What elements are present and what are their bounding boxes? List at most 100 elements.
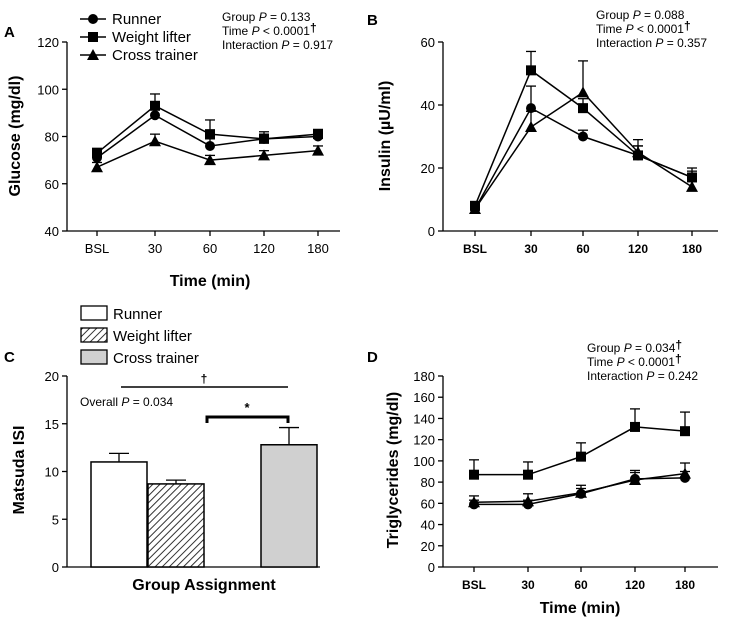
- point-cross-trainer: [686, 180, 698, 192]
- y-tick-label: 0: [428, 560, 435, 575]
- point-runner: [150, 110, 160, 121]
- x-ticks-d: BSL 30 60 120 180: [443, 566, 718, 592]
- legend-swatch: [80, 349, 108, 365]
- bar-weight-lifter: [147, 483, 205, 568]
- panel-c-matsuda: C 0 5 10 15 20 Runner Weight lifter Cross trai…: [4, 305, 320, 594]
- pairwise-bracket: [205, 415, 290, 423]
- y-tick-label: 80: [421, 475, 435, 490]
- point-weight-lifter: [523, 469, 533, 480]
- y-tick-label: 80: [45, 130, 59, 145]
- y-tick-label: 120: [37, 35, 59, 50]
- legend-label: Weight lifter: [112, 29, 191, 46]
- bars-c: [90, 426, 318, 568]
- x-tick-label: 60: [576, 242, 590, 256]
- x-ticks-a: BSL 30 60 120 180: [67, 230, 340, 256]
- point-weight-lifter: [313, 129, 323, 140]
- y-tick-label: 20: [45, 369, 59, 384]
- x-tick-label: BSL: [85, 241, 110, 256]
- y-tick-label: 60: [45, 177, 59, 192]
- point-cross-trainer: [632, 146, 644, 158]
- y-axis-label-a: Glucose (mg/dl): [7, 76, 24, 197]
- point-cross-trainer: [468, 496, 480, 508]
- legend-label: Weight lifter: [113, 328, 192, 345]
- y-tick-label: 120: [413, 433, 435, 448]
- panel-a-glucose: A 40 60 80 100 120 BSL 30 60 120 180 Group P = 0…: [4, 10, 340, 290]
- point-weight-lifter: [150, 100, 160, 111]
- x-tick-label: BSL: [462, 578, 486, 592]
- point-runner: [205, 140, 215, 151]
- point-weight-lifter: [92, 148, 102, 159]
- y-tick-label: 40: [421, 518, 435, 533]
- point-cross-trainer: [679, 467, 691, 479]
- x-tick-label: 30: [148, 241, 162, 256]
- point-cross-trainer: [312, 144, 324, 156]
- point-cross-trainer: [91, 161, 103, 173]
- panel-label-c: C: [4, 349, 15, 366]
- dagger-mark: †: [201, 372, 208, 386]
- y-ticks-b: 0 20 40 60: [421, 35, 444, 239]
- point-cross-trainer: [577, 86, 589, 98]
- legend-marker-square: [88, 32, 98, 42]
- legend-label: Cross trainer: [113, 350, 199, 367]
- panel-label-d: D: [367, 349, 378, 366]
- x-axis-label-d: Time (min): [540, 600, 621, 617]
- y-tick-label: 60: [421, 496, 435, 511]
- y-axis-label-d: Triglycerides (mg/dl): [385, 392, 402, 548]
- y-tick-label: 40: [45, 224, 59, 239]
- x-tick-label: 60: [574, 578, 588, 592]
- stat-group: Group P = 0.034†: [587, 338, 682, 355]
- point-cross-trainer: [149, 135, 161, 147]
- stats-d: Group P = 0.034†Time P < 0.0001†Interact…: [587, 338, 698, 383]
- y-tick-label: 10: [45, 465, 59, 480]
- x-tick-label: 180: [675, 578, 695, 592]
- point-weight-lifter: [205, 129, 215, 140]
- x-tick-label: 120: [253, 241, 275, 256]
- stat-interaction: Interaction P = 0.917: [222, 38, 333, 52]
- point-weight-lifter: [469, 469, 479, 480]
- legend-swatch: [80, 327, 108, 343]
- y-tick-label: 160: [413, 390, 435, 405]
- y-tick-label: 0: [428, 224, 435, 239]
- y-tick-label: 180: [413, 369, 435, 384]
- legend-label: Runner: [113, 306, 162, 323]
- x-tick-label: BSL: [463, 242, 487, 256]
- x-axis-label-a: Time (min): [170, 273, 251, 290]
- y-tick-label: 140: [413, 411, 435, 426]
- legend-c: Runner Weight lifter Cross trainer: [80, 305, 199, 367]
- point-cross-trainer: [469, 202, 481, 214]
- panel-label-b: B: [367, 12, 378, 29]
- point-weight-lifter: [526, 65, 536, 76]
- series-d: [468, 408, 691, 510]
- y-tick-label: 40: [421, 98, 435, 113]
- x-tick-label: 30: [524, 242, 538, 256]
- x-tick-label: 120: [625, 578, 645, 592]
- point-weight-lifter: [680, 426, 690, 437]
- significance-c: † Overall P = 0.034 *: [80, 372, 290, 423]
- y-tick-label: 15: [45, 417, 59, 432]
- point-weight-lifter: [578, 103, 588, 114]
- legend-marker-circle: [88, 14, 98, 24]
- bar-runner: [90, 461, 148, 568]
- y-tick-label: 100: [413, 454, 435, 469]
- point-cross-trainer: [575, 486, 587, 498]
- stat-group: Group P = 0.088: [596, 8, 685, 22]
- y-tick-label: 100: [37, 82, 59, 97]
- y-tick-label: 20: [421, 161, 435, 176]
- legend-label: Runner: [112, 11, 161, 28]
- stat-group: Group P = 0.133: [222, 10, 311, 24]
- y-ticks-d: 0 20 40 60 80 100 120 140 160 180: [413, 369, 444, 575]
- stat-time: Time P < 0.0001†: [596, 19, 691, 36]
- stat-time: Time P < 0.0001†: [587, 352, 682, 369]
- x-axis-label-c: Group Assignment: [132, 577, 276, 594]
- y-tick-label: 60: [421, 35, 435, 50]
- series-a: [91, 93, 324, 173]
- y-axis-label-c: Matsuda ISI: [11, 426, 28, 515]
- point-weight-lifter: [576, 451, 586, 462]
- panel-d-triglycerides: D 0 20 40 60 80 100 120 140 160 180 BSL 30 60 120 180…: [367, 338, 718, 617]
- y-ticks-a: 40 60 80 100 120: [37, 35, 68, 239]
- stat-time: Time P < 0.0001†: [222, 21, 317, 38]
